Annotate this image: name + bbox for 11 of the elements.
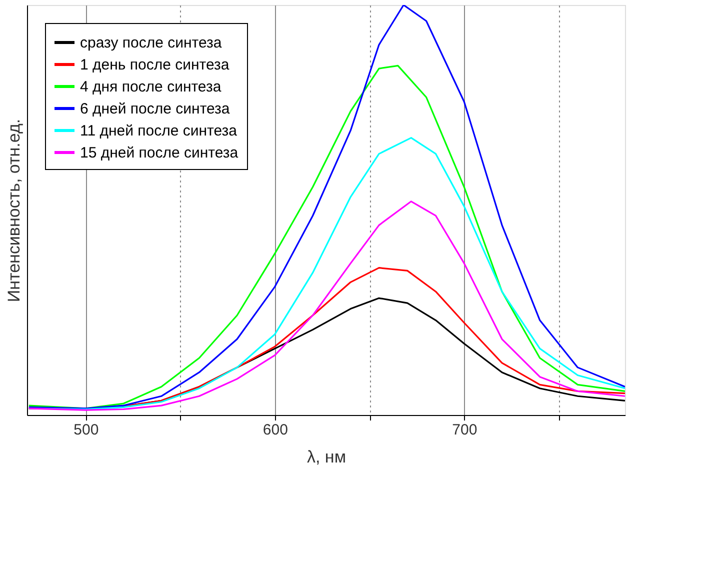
- legend-label: 6 дней после синтеза: [80, 100, 230, 118]
- legend-label: 15 дней после синтеза: [80, 144, 239, 162]
- x-tick-label: 700: [452, 422, 478, 438]
- x-tick-label: 500: [74, 422, 99, 438]
- legend-label: 1 день после синтеза: [80, 56, 230, 74]
- x-tick-label: 600: [262, 422, 288, 438]
- legend-label: 11 дней после синтеза: [80, 122, 238, 140]
- legend-label: 4 дня после синтеза: [80, 78, 222, 96]
- x-axis-title: λ, нм: [306, 448, 346, 466]
- legend-label: сразу после синтеза: [80, 34, 222, 52]
- y-axis-title: Интенсивность, отн.ед.: [4, 118, 24, 302]
